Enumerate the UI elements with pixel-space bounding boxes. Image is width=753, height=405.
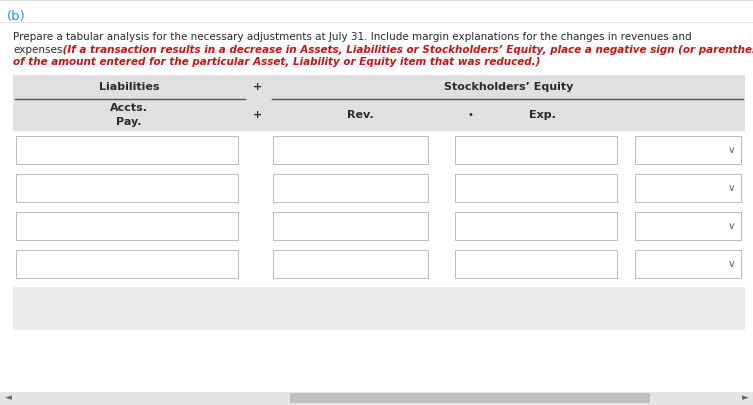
Text: ►: ► [742,394,748,403]
Bar [455,136,617,164]
Text: Rev.: Rev. [346,110,373,120]
Text: (If a transaction results in a decrease in Assets, Liabilities or Stockholders’ : (If a transaction results in a decrease … [59,45,753,55]
Text: Prepare a tabular analysis for the necessary adjustments at July 31. Include mar: Prepare a tabular analysis for the neces… [13,32,691,42]
Bar [455,212,617,240]
Bar [13,99,745,131]
Text: Liabilities: Liabilities [99,82,159,92]
Bar [635,174,741,202]
Bar [16,212,238,240]
Text: expenses.: expenses. [13,45,66,55]
Text: Exp.: Exp. [529,110,556,120]
Bar [635,136,741,164]
Bar [16,174,238,202]
Bar [290,393,650,403]
Bar [635,250,741,278]
Bar [0,392,753,405]
Text: •: • [467,110,473,120]
Bar [455,250,617,278]
Text: Pay.: Pay. [116,117,142,127]
Bar [13,75,745,330]
Text: ∨: ∨ [727,183,735,193]
Text: +: + [253,82,263,92]
Text: ∨: ∨ [727,259,735,269]
Bar [16,136,238,164]
Bar [635,212,741,240]
Bar [13,131,745,287]
Text: ◄: ◄ [5,394,11,403]
Bar [273,174,428,202]
Text: ∨: ∨ [727,221,735,231]
Text: ∨: ∨ [727,145,735,155]
Bar [273,212,428,240]
Text: +: + [253,110,263,120]
Bar [273,250,428,278]
Bar [455,174,617,202]
Bar [13,75,745,99]
Text: Stockholders’ Equity: Stockholders’ Equity [444,82,573,92]
Text: of the amount entered for the particular Asset, Liability or Equity item that wa: of the amount entered for the particular… [13,57,541,67]
Text: Accts.: Accts. [110,103,148,113]
Text: (b): (b) [7,10,26,23]
Bar [273,136,428,164]
Bar [16,250,238,278]
